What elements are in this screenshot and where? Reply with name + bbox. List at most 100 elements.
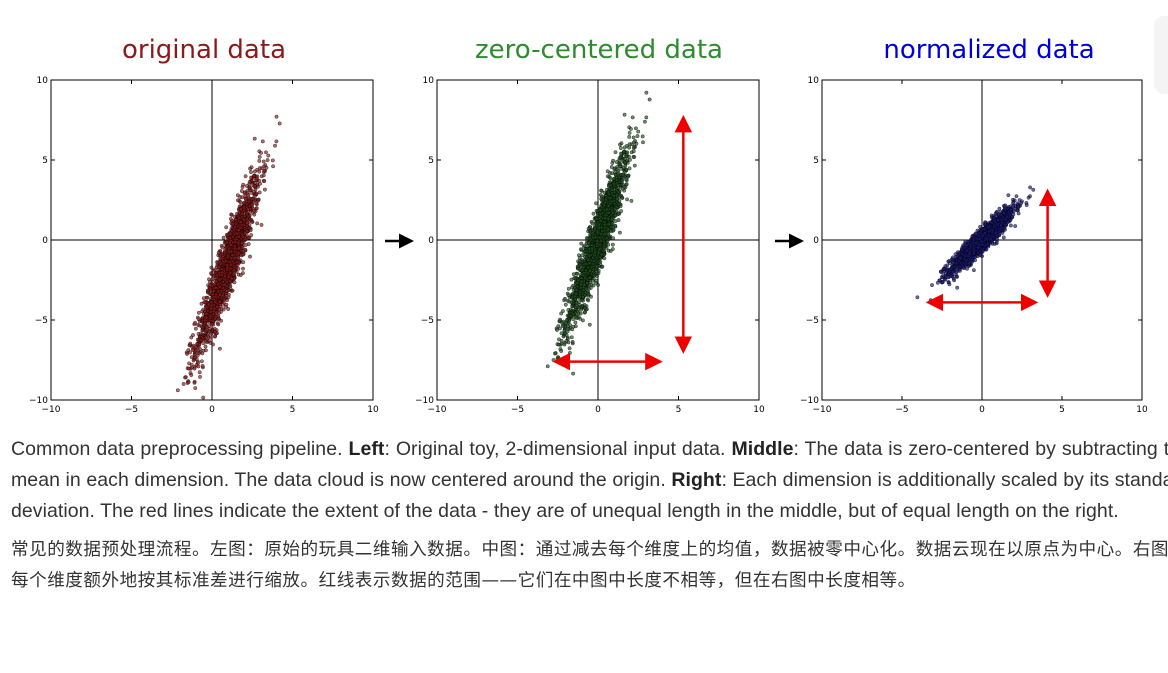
data-point bbox=[611, 242, 615, 247]
data-point bbox=[975, 228, 980, 233]
y-tick-label: −10 bbox=[415, 396, 434, 406]
data-point bbox=[559, 331, 564, 336]
data-point bbox=[967, 251, 972, 256]
data-point bbox=[1002, 226, 1007, 230]
data-point bbox=[248, 228, 253, 233]
data-point bbox=[608, 183, 613, 188]
data-point bbox=[237, 246, 241, 251]
data-point bbox=[222, 283, 227, 287]
data-point bbox=[608, 249, 613, 253]
data-point bbox=[627, 142, 632, 146]
data-point bbox=[274, 114, 279, 119]
data-point bbox=[970, 234, 975, 238]
data-point bbox=[213, 267, 217, 272]
data-point bbox=[972, 268, 976, 273]
data-point bbox=[277, 121, 282, 126]
data-point bbox=[274, 139, 279, 144]
data-point bbox=[186, 366, 191, 371]
data-point bbox=[565, 318, 569, 322]
data-point bbox=[1013, 224, 1018, 228]
data-point bbox=[243, 174, 248, 179]
data-point bbox=[945, 268, 949, 273]
data-point bbox=[229, 243, 233, 247]
data-point bbox=[602, 232, 607, 236]
points-zero-centered bbox=[545, 90, 652, 376]
data-point bbox=[593, 235, 598, 239]
data-point bbox=[213, 294, 218, 299]
data-point bbox=[192, 380, 197, 385]
data-point bbox=[563, 302, 568, 307]
data-point bbox=[937, 278, 942, 283]
data-point bbox=[1006, 193, 1011, 198]
data-point bbox=[607, 210, 611, 215]
data-point bbox=[613, 219, 618, 223]
y-tick-label: 0 bbox=[42, 236, 48, 246]
data-point bbox=[262, 179, 267, 183]
data-point bbox=[578, 311, 583, 316]
data-point bbox=[590, 221, 595, 226]
data-point bbox=[599, 188, 603, 193]
data-point bbox=[207, 327, 212, 331]
data-point bbox=[997, 206, 1002, 211]
data-point bbox=[559, 349, 564, 353]
data-point bbox=[258, 181, 262, 186]
data-point bbox=[591, 283, 596, 288]
data-point bbox=[947, 282, 952, 287]
data-point bbox=[248, 254, 252, 259]
data-point bbox=[555, 328, 559, 332]
data-point bbox=[632, 144, 637, 149]
data-point bbox=[602, 220, 607, 224]
data-point bbox=[203, 329, 208, 334]
data-point bbox=[237, 234, 241, 239]
data-point bbox=[647, 97, 652, 102]
data-point bbox=[230, 288, 235, 293]
data-point bbox=[976, 245, 981, 250]
data-point bbox=[252, 190, 256, 194]
data-point bbox=[261, 159, 266, 164]
data-point bbox=[962, 245, 967, 250]
data-point bbox=[992, 225, 997, 229]
data-point bbox=[229, 276, 234, 281]
data-point bbox=[194, 363, 199, 367]
data-point bbox=[587, 241, 591, 246]
data-point bbox=[587, 236, 592, 241]
data-point bbox=[605, 236, 610, 240]
data-point bbox=[915, 295, 920, 300]
data-point bbox=[580, 253, 585, 258]
data-point bbox=[607, 222, 611, 227]
data-point bbox=[264, 150, 268, 155]
data-point bbox=[629, 199, 634, 203]
data-point bbox=[224, 259, 228, 263]
data-point bbox=[250, 206, 255, 211]
data-point bbox=[566, 327, 571, 331]
data-point bbox=[238, 220, 243, 224]
data-point bbox=[218, 346, 222, 351]
data-point bbox=[644, 115, 649, 120]
data-point bbox=[224, 225, 229, 230]
data-point bbox=[217, 310, 221, 315]
data-point bbox=[964, 248, 969, 253]
data-point bbox=[250, 203, 254, 207]
data-point bbox=[223, 274, 227, 279]
data-point bbox=[643, 119, 647, 124]
points-original bbox=[175, 114, 282, 400]
data-point bbox=[234, 222, 239, 227]
data-point bbox=[201, 336, 206, 340]
data-point bbox=[579, 282, 583, 287]
data-point bbox=[569, 277, 574, 282]
data-point bbox=[583, 270, 588, 275]
data-point bbox=[606, 227, 611, 232]
data-point bbox=[240, 211, 244, 216]
data-point bbox=[551, 358, 556, 362]
data-point bbox=[255, 221, 260, 226]
data-point bbox=[631, 135, 636, 140]
x-tick-label: 0 bbox=[979, 405, 985, 415]
data-point bbox=[183, 375, 187, 380]
data-point bbox=[1026, 195, 1031, 200]
data-point bbox=[224, 302, 229, 307]
data-point bbox=[271, 164, 275, 169]
data-point bbox=[625, 197, 629, 202]
data-point bbox=[595, 241, 600, 246]
data-point bbox=[193, 355, 198, 360]
x-tick-label: 5 bbox=[290, 405, 296, 415]
